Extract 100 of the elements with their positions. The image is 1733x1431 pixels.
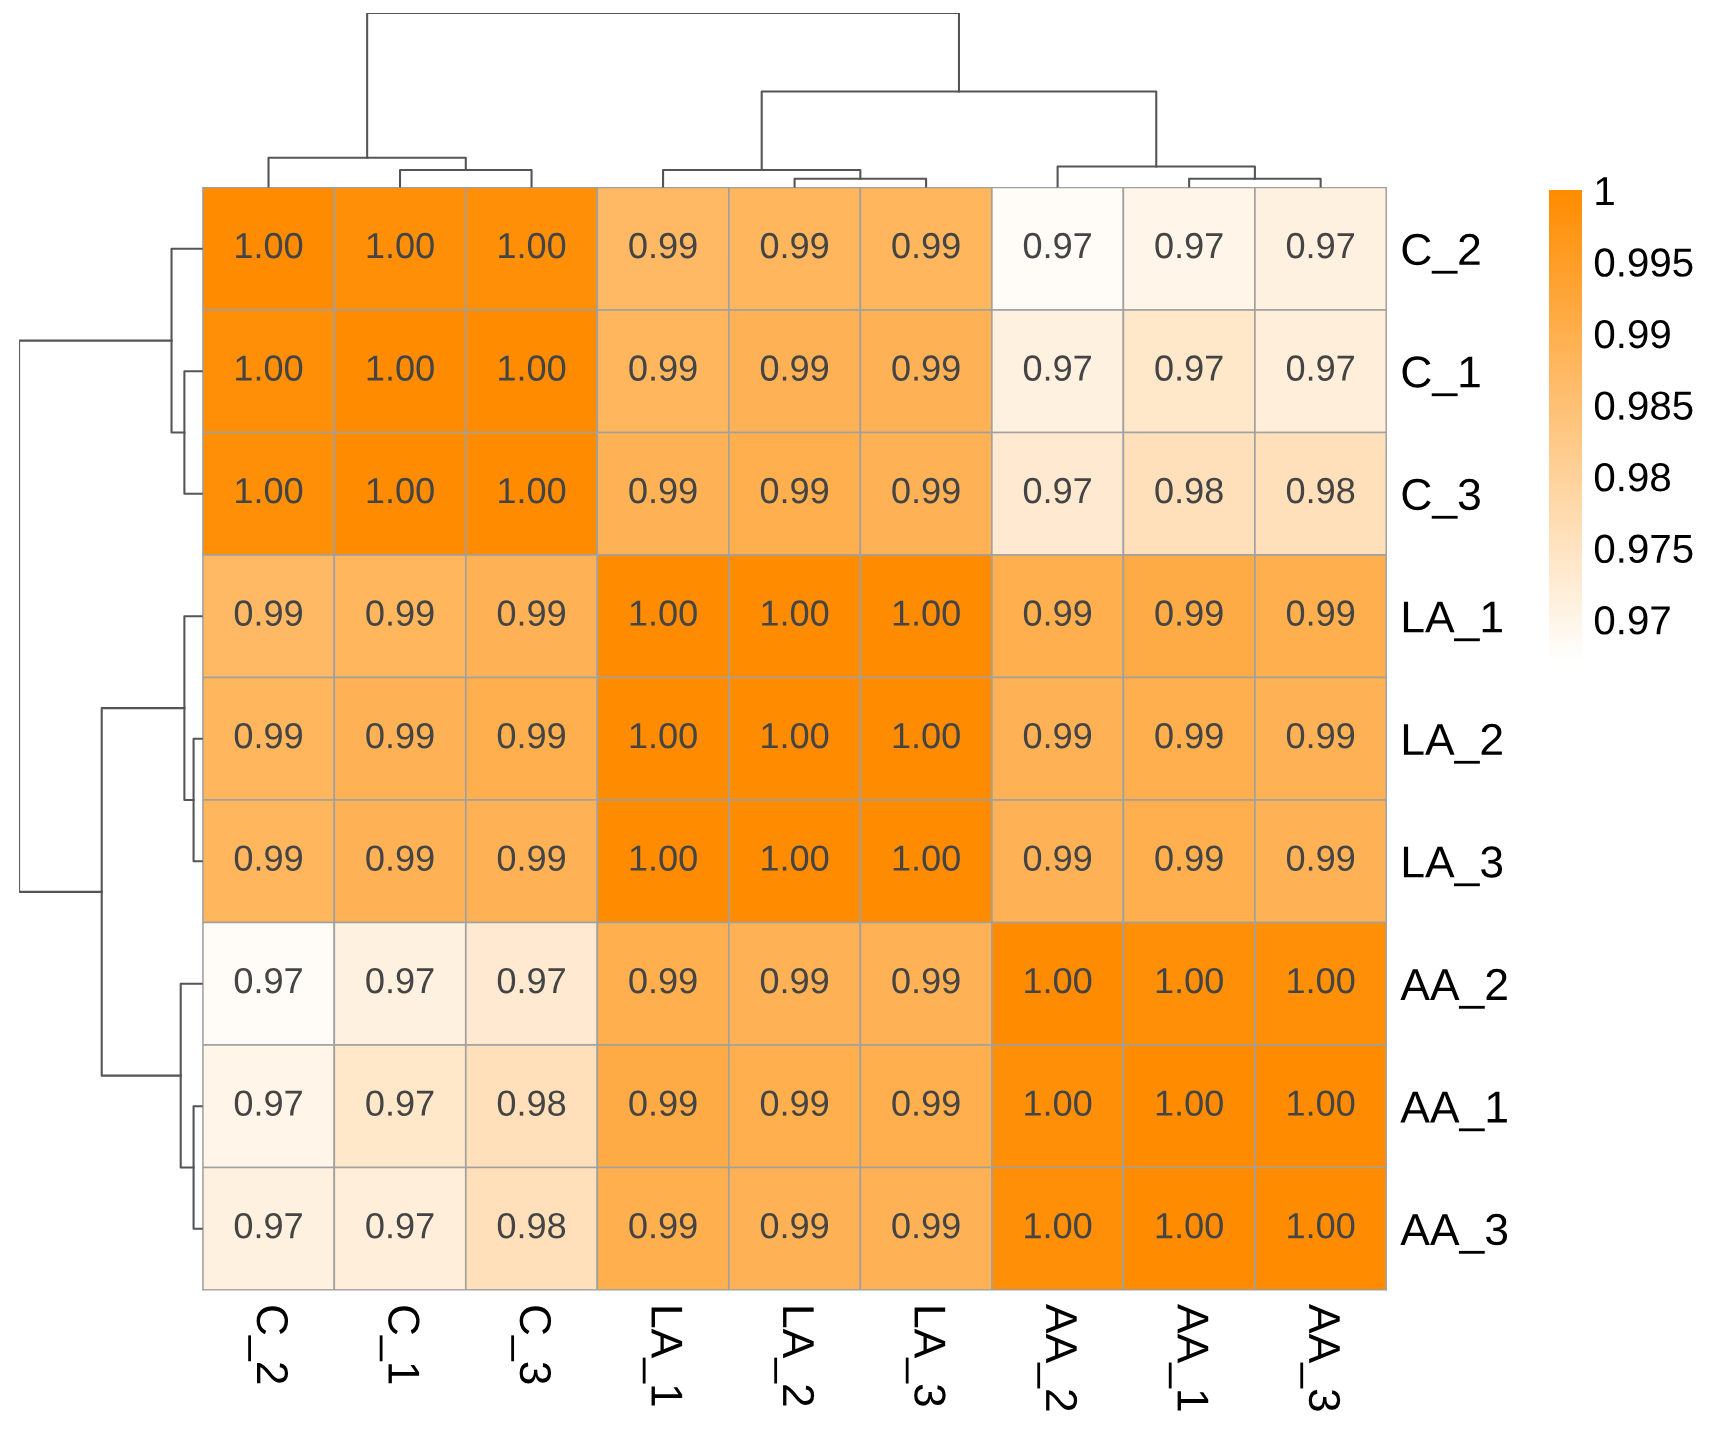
color-bar-label: 0.975 [1594, 534, 1693, 564]
data-label: 0.99 [760, 355, 829, 381]
data-label: 1.00 [762, 600, 829, 626]
y-tick-label: C_2 [1402, 233, 1480, 274]
data-label: 0.99 [234, 722, 302, 749]
data-label: 1.00 [1156, 967, 1223, 994]
y-tick-label: AA_3 [1400, 1213, 1508, 1254]
data-label: 0.97 [366, 1212, 434, 1239]
data-label: 0.99 [1023, 600, 1092, 626]
data-label: 1.00 [893, 722, 960, 749]
data-label: 0.97 [1155, 355, 1223, 381]
x-tick-label: AA_3 [1300, 1304, 1341, 1411]
data-label: 0.99 [760, 1090, 829, 1116]
data-label: 0.99 [760, 967, 829, 994]
color-bar-label: 0.97 [1594, 606, 1670, 635]
data-label: 1.00 [499, 355, 566, 381]
data-label: 0.97 [1286, 232, 1354, 259]
data-label: 0.99 [629, 1212, 697, 1239]
data-label: 0.99 [497, 845, 565, 871]
data-label: 0.99 [629, 477, 697, 504]
data-label: 0.99 [760, 477, 829, 504]
color-bar-label: 1 [1596, 177, 1614, 205]
data-label: 1.00 [893, 600, 960, 626]
data-label: 1.00 [1288, 1212, 1355, 1239]
data-label: 1.00 [1025, 1090, 1092, 1116]
y-tick-label: LA_2 [1403, 723, 1502, 764]
y-tick-label: LA_3 [1403, 846, 1503, 887]
x-tick-label: AA_2 [1037, 1304, 1078, 1411]
data-label: 0.97 [234, 1212, 302, 1239]
data-label: 1.00 [893, 845, 960, 871]
data-label: 0.99 [892, 1090, 960, 1116]
data-label: 0.99 [629, 232, 697, 259]
data-label: 0.99 [892, 477, 960, 504]
x-tick-label: AA_1 [1168, 1304, 1209, 1411]
data-label: 0.97 [1023, 355, 1091, 381]
data-label: 0.99 [497, 722, 565, 749]
data-label: 0.98 [1155, 477, 1223, 504]
data-label: 0.99 [892, 967, 960, 994]
y-tick-label: LA_1 [1403, 601, 1502, 642]
data-label: 0.99 [1023, 722, 1092, 749]
data-label: 1.00 [1025, 967, 1092, 994]
data-label: 0.99 [366, 722, 434, 749]
data-label: 1.00 [236, 355, 303, 381]
y-tick-label: AA_1 [1400, 1091, 1507, 1132]
data-label: 0.99 [366, 600, 434, 626]
x-tick-label: LA_2 [774, 1307, 815, 1406]
data-label: 0.99 [234, 600, 302, 626]
data-label: 0.99 [497, 600, 565, 626]
data-label: 0.97 [234, 967, 302, 994]
data-label: 0.97 [1023, 477, 1091, 504]
data-label: 1.00 [630, 722, 697, 749]
data-label: 0.99 [760, 232, 829, 259]
data-label: 1.00 [630, 845, 697, 871]
data-label: 0.99 [629, 355, 697, 381]
data-label: 0.98 [1286, 477, 1355, 504]
x-tick-label: LA_1 [642, 1307, 683, 1406]
data-label: 1.00 [236, 232, 303, 259]
y-tick-label: AA_2 [1400, 968, 1507, 1009]
x-tick-label: LA_3 [905, 1307, 946, 1406]
data-label: 0.99 [1286, 722, 1355, 749]
data-label: 0.99 [760, 1212, 829, 1239]
data-label: 0.99 [1155, 722, 1223, 749]
data-label: 0.97 [366, 1090, 434, 1116]
data-label: 0.99 [892, 1212, 960, 1239]
data-label: 0.99 [366, 845, 434, 871]
x-tick-label: C_3 [511, 1306, 552, 1384]
data-label: 0.97 [234, 1090, 302, 1116]
data-label: 1.00 [1156, 1212, 1223, 1239]
color-bar-label: 0.985 [1594, 391, 1693, 420]
data-label: 1.00 [367, 232, 434, 259]
x-tick-label: C_1 [379, 1306, 420, 1384]
data-label: 0.98 [497, 1090, 566, 1116]
color-bar-label: 0.98 [1594, 462, 1670, 492]
data-label: 1.00 [1025, 1212, 1092, 1239]
color-bar-label: 0.99 [1594, 319, 1670, 349]
data-label: 1.00 [367, 477, 434, 504]
data-label: 1.00 [762, 845, 829, 871]
data-label: 1.00 [499, 232, 566, 259]
y-tick-label: C_1 [1402, 356, 1480, 397]
y-tick-label: C_3 [1402, 478, 1480, 519]
data-label: 0.99 [1155, 600, 1223, 626]
data-label: 0.99 [629, 1090, 697, 1116]
data-label: 0.97 [1286, 355, 1354, 381]
data-label: 0.99 [892, 232, 960, 259]
data-label: 0.99 [1286, 600, 1355, 626]
data-label: 1.00 [762, 722, 829, 749]
data-label: 1.00 [1156, 1090, 1223, 1116]
data-label: 1.00 [236, 477, 303, 504]
data-label: 0.97 [366, 967, 434, 994]
data-label: 0.99 [1286, 845, 1355, 871]
data-label: 0.99 [234, 845, 302, 871]
x-tick-label: C_2 [248, 1306, 289, 1384]
data-label: 1.00 [1288, 967, 1355, 994]
data-label: 0.97 [1023, 232, 1091, 259]
data-label: 0.99 [629, 967, 697, 994]
data-label: 0.97 [1155, 232, 1223, 259]
data-label: 0.99 [1023, 845, 1092, 871]
data-label: 1.00 [367, 355, 434, 381]
data-label: 0.97 [497, 967, 565, 994]
color-bar-label: 0.995 [1594, 248, 1693, 277]
